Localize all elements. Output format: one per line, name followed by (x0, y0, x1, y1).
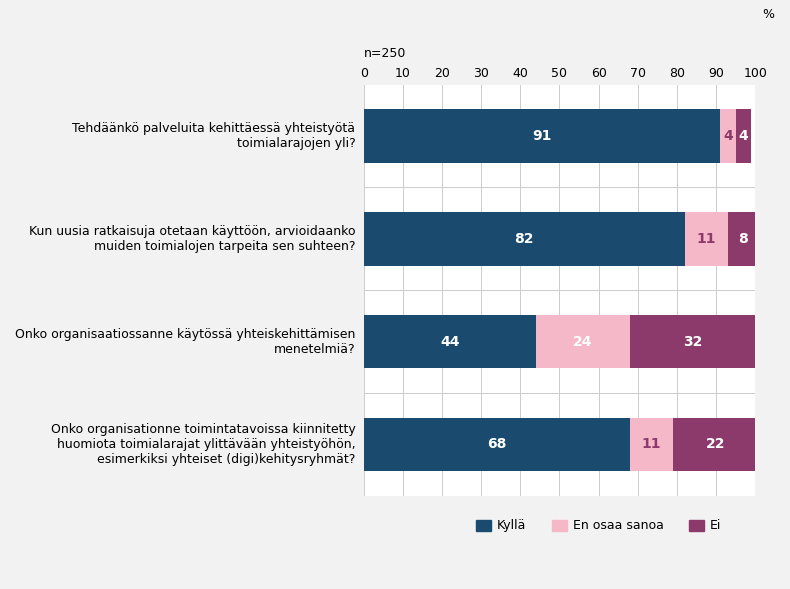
Bar (363, 315, 536, 368)
Text: 82: 82 (514, 232, 534, 246)
Text: %: % (762, 8, 774, 21)
Text: 11: 11 (697, 232, 716, 246)
Text: 32: 32 (683, 335, 702, 349)
Text: 8: 8 (739, 232, 748, 246)
Text: 24: 24 (574, 335, 592, 349)
Text: 4: 4 (739, 129, 748, 143)
Text: n=250: n=250 (363, 47, 406, 60)
Text: 44: 44 (440, 335, 460, 349)
Bar (685, 212, 728, 266)
Bar (728, 212, 759, 266)
Text: 11: 11 (641, 438, 661, 451)
Bar (630, 418, 673, 471)
Text: 4: 4 (723, 129, 732, 143)
Text: 68: 68 (487, 438, 506, 451)
Bar (735, 110, 751, 163)
Bar (720, 110, 735, 163)
Bar (363, 418, 630, 471)
Bar (363, 110, 720, 163)
Bar (673, 418, 759, 471)
Legend: Kyllä, En osaa sanoa, Ei: Kyllä, En osaa sanoa, Ei (471, 514, 726, 537)
Bar (363, 212, 685, 266)
Text: 22: 22 (706, 438, 726, 451)
Bar (630, 315, 755, 368)
Bar (536, 315, 630, 368)
Text: 91: 91 (532, 129, 551, 143)
